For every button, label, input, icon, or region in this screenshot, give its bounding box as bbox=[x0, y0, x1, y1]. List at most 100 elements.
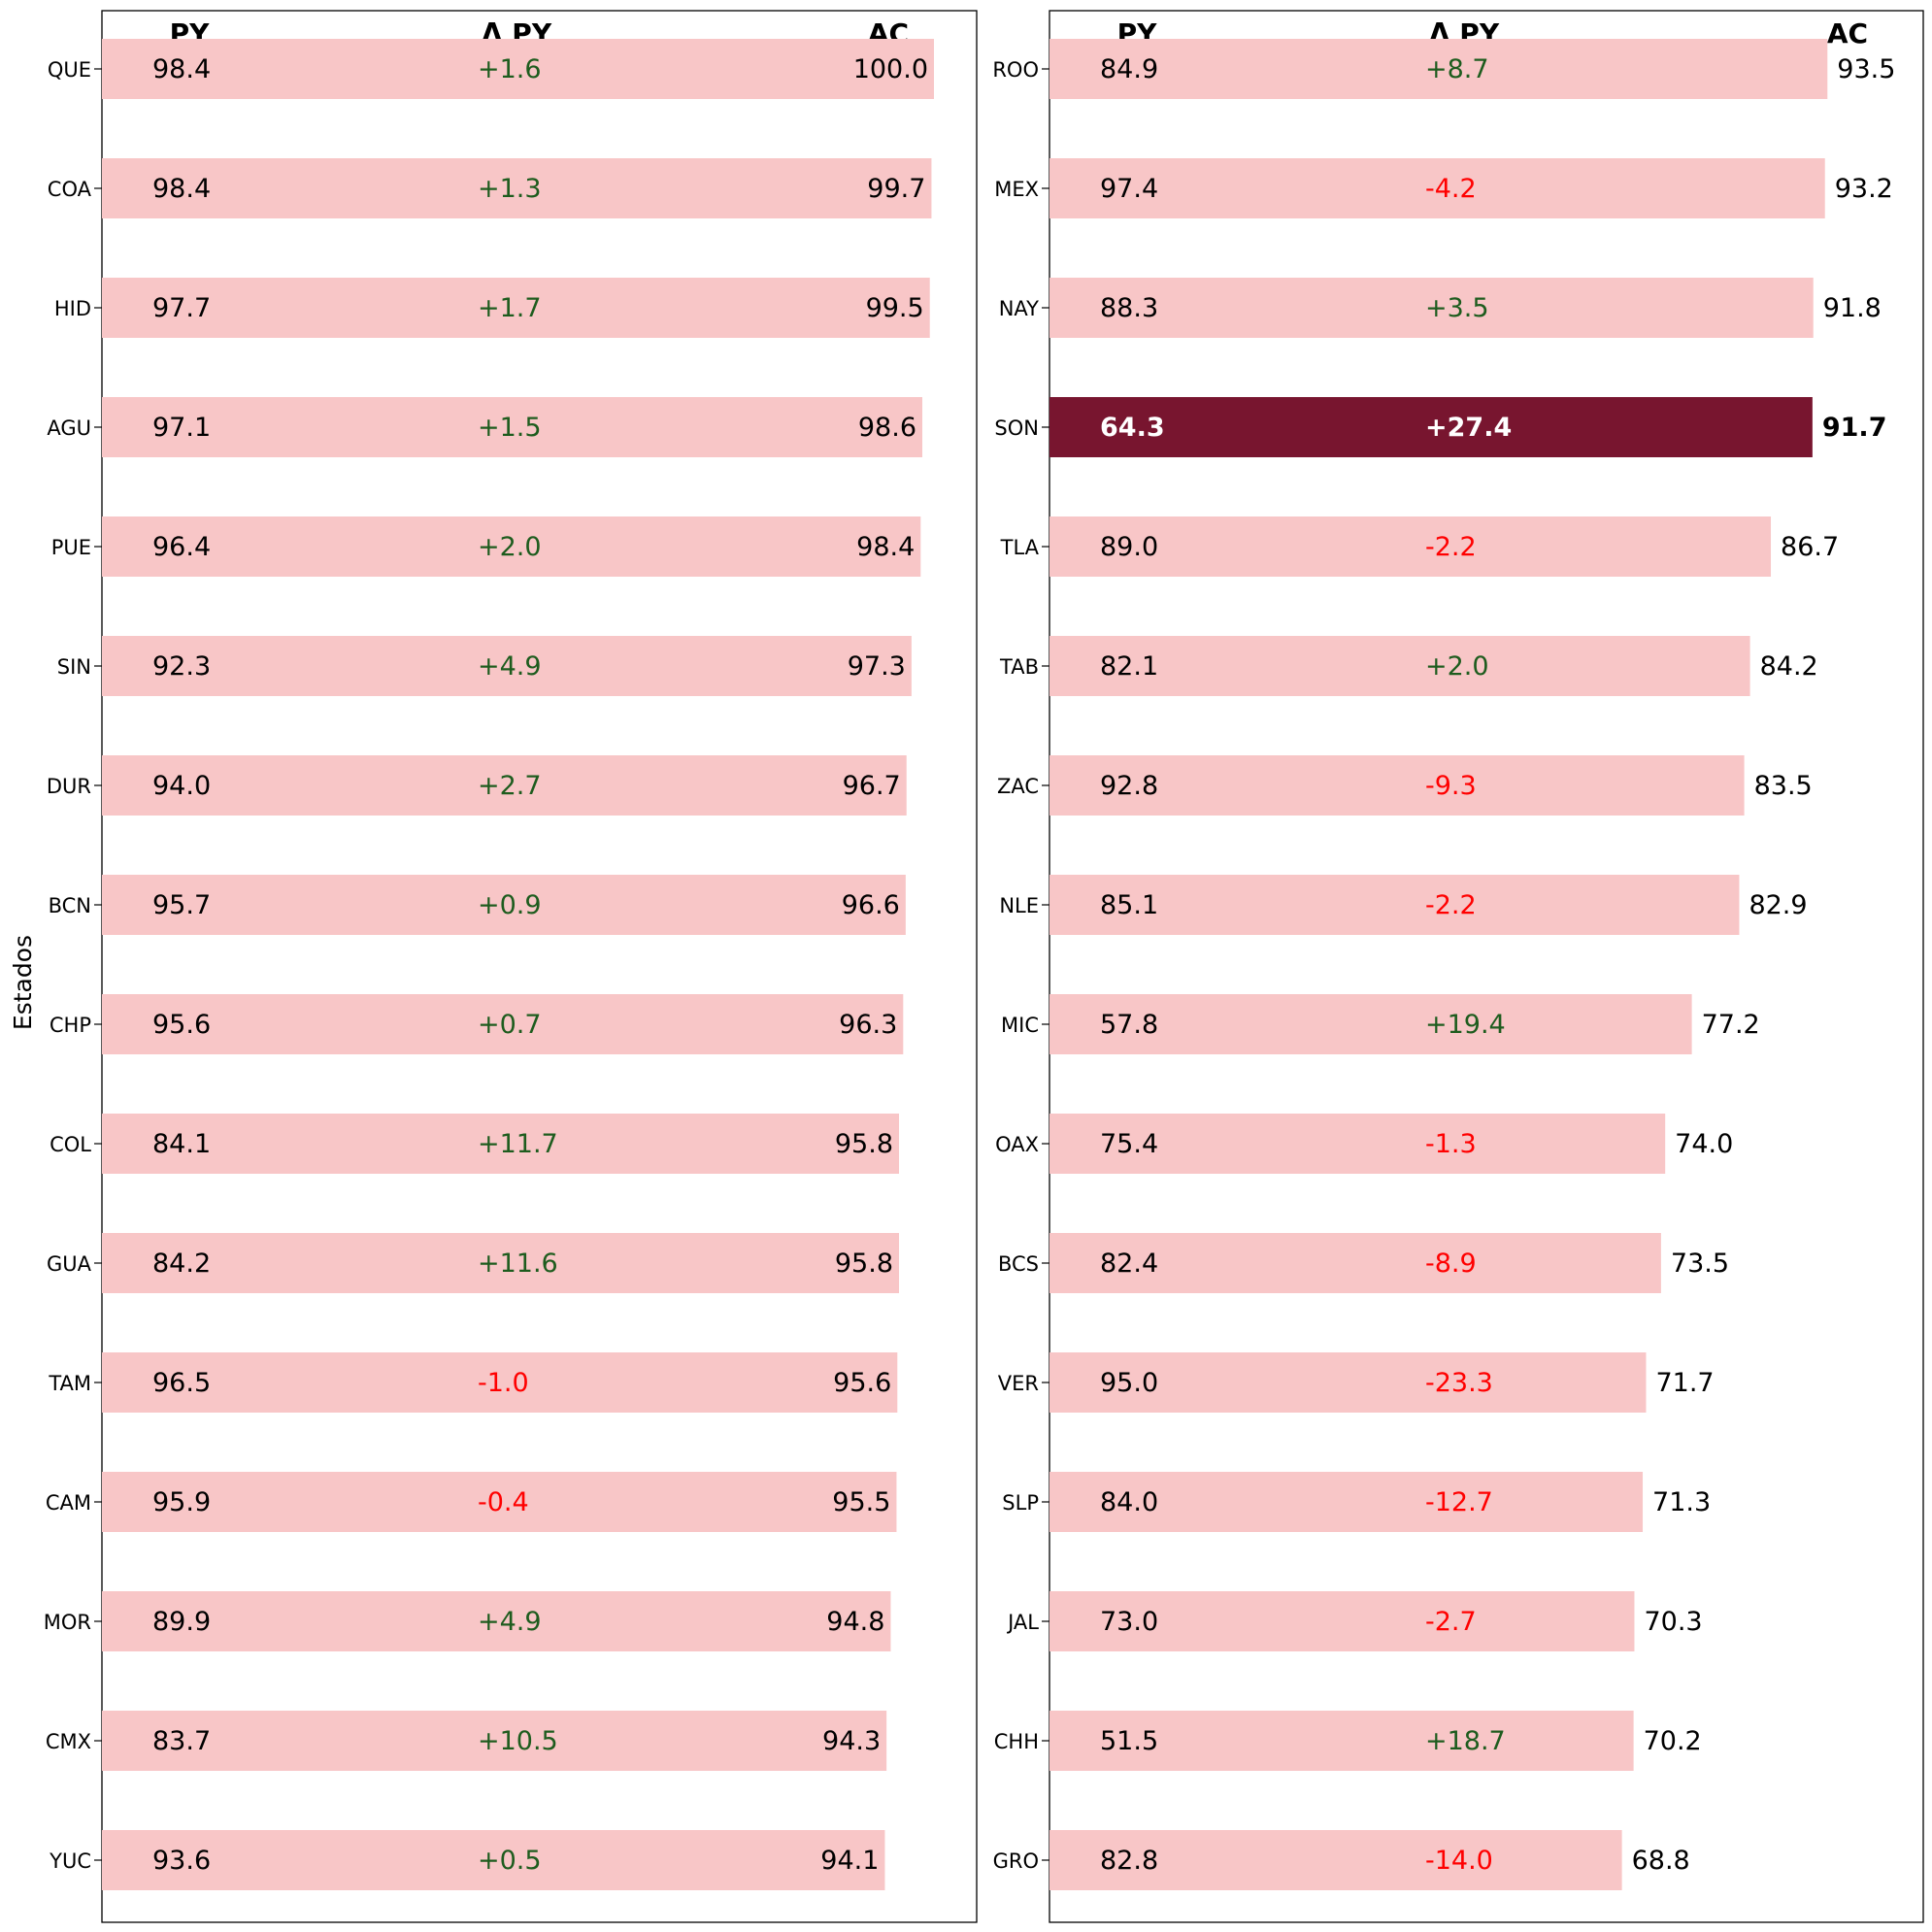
delta-py-value: +18.7 bbox=[1425, 1726, 1506, 1756]
delta-py-value: +19.4 bbox=[1425, 1010, 1506, 1040]
delta-py-value: +1.5 bbox=[478, 413, 542, 443]
ac-value: 73.5 bbox=[1671, 1249, 1729, 1279]
panel-frame bbox=[101, 10, 978, 1923]
y-tick-label: VER bbox=[998, 1372, 1039, 1395]
delta-py-value: +2.0 bbox=[1425, 651, 1489, 682]
y-tick-label: HID bbox=[54, 297, 91, 320]
delta-py-value: -9.3 bbox=[1425, 771, 1477, 801]
delta-py-value: -14.0 bbox=[1425, 1846, 1493, 1876]
y-tick-label: CHH bbox=[994, 1730, 1039, 1753]
y-tick-label: AGU bbox=[47, 416, 91, 440]
ac-value: 86.7 bbox=[1781, 532, 1839, 562]
delta-py-value: +0.5 bbox=[478, 1846, 542, 1876]
delta-py-value: +0.7 bbox=[478, 1010, 542, 1040]
bar-son bbox=[1049, 397, 1813, 457]
py-value: 95.9 bbox=[152, 1487, 211, 1517]
bar-hid bbox=[102, 278, 930, 338]
bar-nle bbox=[1049, 875, 1740, 935]
delta-py-value: -0.4 bbox=[478, 1487, 529, 1517]
py-value: 84.0 bbox=[1100, 1487, 1158, 1517]
py-value: 82.8 bbox=[1100, 1846, 1158, 1876]
bar-gro bbox=[1049, 1830, 1622, 1890]
bar-sin bbox=[102, 636, 912, 696]
ac-value: 96.3 bbox=[839, 1010, 897, 1040]
py-value: 51.5 bbox=[1100, 1726, 1158, 1756]
y-tick-label: MOR bbox=[44, 1611, 91, 1634]
y-tick-label: CHP bbox=[50, 1014, 91, 1037]
y-tick-label: TAM bbox=[48, 1372, 91, 1395]
py-value: 82.4 bbox=[1100, 1249, 1158, 1279]
ac-value: 93.5 bbox=[1837, 54, 1895, 84]
y-tick-label: COL bbox=[50, 1133, 91, 1156]
y-tick-label: MIC bbox=[1001, 1014, 1039, 1037]
ac-value: 68.8 bbox=[1632, 1846, 1690, 1876]
ac-value: 95.8 bbox=[835, 1129, 893, 1159]
ac-value: 99.7 bbox=[867, 174, 925, 204]
delta-py-value: +10.5 bbox=[478, 1726, 558, 1756]
y-tick-label: ROO bbox=[992, 58, 1039, 82]
ac-value: 94.8 bbox=[826, 1607, 884, 1637]
delta-py-value: +1.6 bbox=[478, 54, 542, 84]
delta-py-value: -1.0 bbox=[478, 1368, 529, 1398]
delta-py-value: +4.9 bbox=[478, 1607, 542, 1637]
py-value: 88.3 bbox=[1100, 293, 1158, 323]
y-tick-label: TLA bbox=[1000, 536, 1040, 559]
bar-oax bbox=[1049, 1114, 1666, 1174]
y-tick-label: YUC bbox=[49, 1849, 91, 1873]
bar-cmx bbox=[102, 1711, 887, 1771]
y-tick-label: CMX bbox=[46, 1730, 91, 1753]
py-value: 98.4 bbox=[152, 54, 211, 84]
y-tick-label: JAL bbox=[1006, 1611, 1039, 1634]
ac-value: 71.3 bbox=[1652, 1487, 1711, 1517]
py-value: 96.5 bbox=[152, 1368, 211, 1398]
ac-value: 98.6 bbox=[858, 413, 916, 443]
ac-value: 95.8 bbox=[835, 1249, 893, 1279]
y-tick-label: CAM bbox=[46, 1491, 91, 1515]
py-value: 85.1 bbox=[1100, 890, 1158, 920]
y-tick-label: ZAC bbox=[997, 775, 1039, 798]
y-tick-label: GRO bbox=[993, 1849, 1039, 1873]
ac-value: 98.4 bbox=[856, 532, 915, 562]
ac-value: 94.3 bbox=[822, 1726, 881, 1756]
bar-bcs bbox=[1049, 1233, 1661, 1293]
delta-py-value: +0.9 bbox=[478, 890, 542, 920]
bar-pue bbox=[102, 516, 921, 577]
bar-cam bbox=[102, 1472, 897, 1532]
ac-value: 94.1 bbox=[820, 1846, 879, 1876]
bar-agu bbox=[102, 397, 923, 457]
bar-tla bbox=[1049, 516, 1772, 577]
py-value: 84.9 bbox=[1100, 54, 1158, 84]
bar-tam bbox=[102, 1352, 898, 1413]
py-value: 83.7 bbox=[152, 1726, 211, 1756]
bar-col bbox=[102, 1114, 900, 1174]
delta-py-value: -23.3 bbox=[1425, 1368, 1493, 1398]
y-tick-label: SLP bbox=[1002, 1491, 1039, 1515]
y-tick-label: TAB bbox=[999, 655, 1039, 679]
py-value: 98.4 bbox=[152, 174, 211, 204]
ac-value: 97.3 bbox=[848, 651, 906, 682]
ac-value: 96.6 bbox=[842, 890, 900, 920]
delta-py-value: -1.3 bbox=[1425, 1129, 1477, 1159]
py-value: 95.0 bbox=[1100, 1368, 1158, 1398]
ac-value: 91.8 bbox=[1823, 293, 1882, 323]
delta-py-value: +2.7 bbox=[478, 771, 542, 801]
delta-py-value: +11.7 bbox=[478, 1129, 558, 1159]
bar-slp bbox=[1049, 1472, 1644, 1532]
delta-py-value: +11.6 bbox=[478, 1249, 558, 1279]
py-value: 93.6 bbox=[152, 1846, 211, 1876]
y-tick-label: SIN bbox=[57, 655, 91, 679]
bar-bcn bbox=[102, 875, 906, 935]
py-value: 97.4 bbox=[1100, 174, 1158, 204]
py-value: 95.6 bbox=[152, 1010, 211, 1040]
bar-ver bbox=[1049, 1352, 1647, 1413]
delta-py-value: -2.7 bbox=[1425, 1607, 1477, 1637]
y-tick-label: DUR bbox=[47, 775, 91, 798]
bar-mor bbox=[102, 1591, 891, 1651]
delta-py-value: +4.9 bbox=[478, 651, 542, 682]
ac-value: 70.2 bbox=[1644, 1726, 1702, 1756]
bar-mic bbox=[1049, 994, 1692, 1054]
y-axis-label: Estados bbox=[9, 935, 37, 1030]
